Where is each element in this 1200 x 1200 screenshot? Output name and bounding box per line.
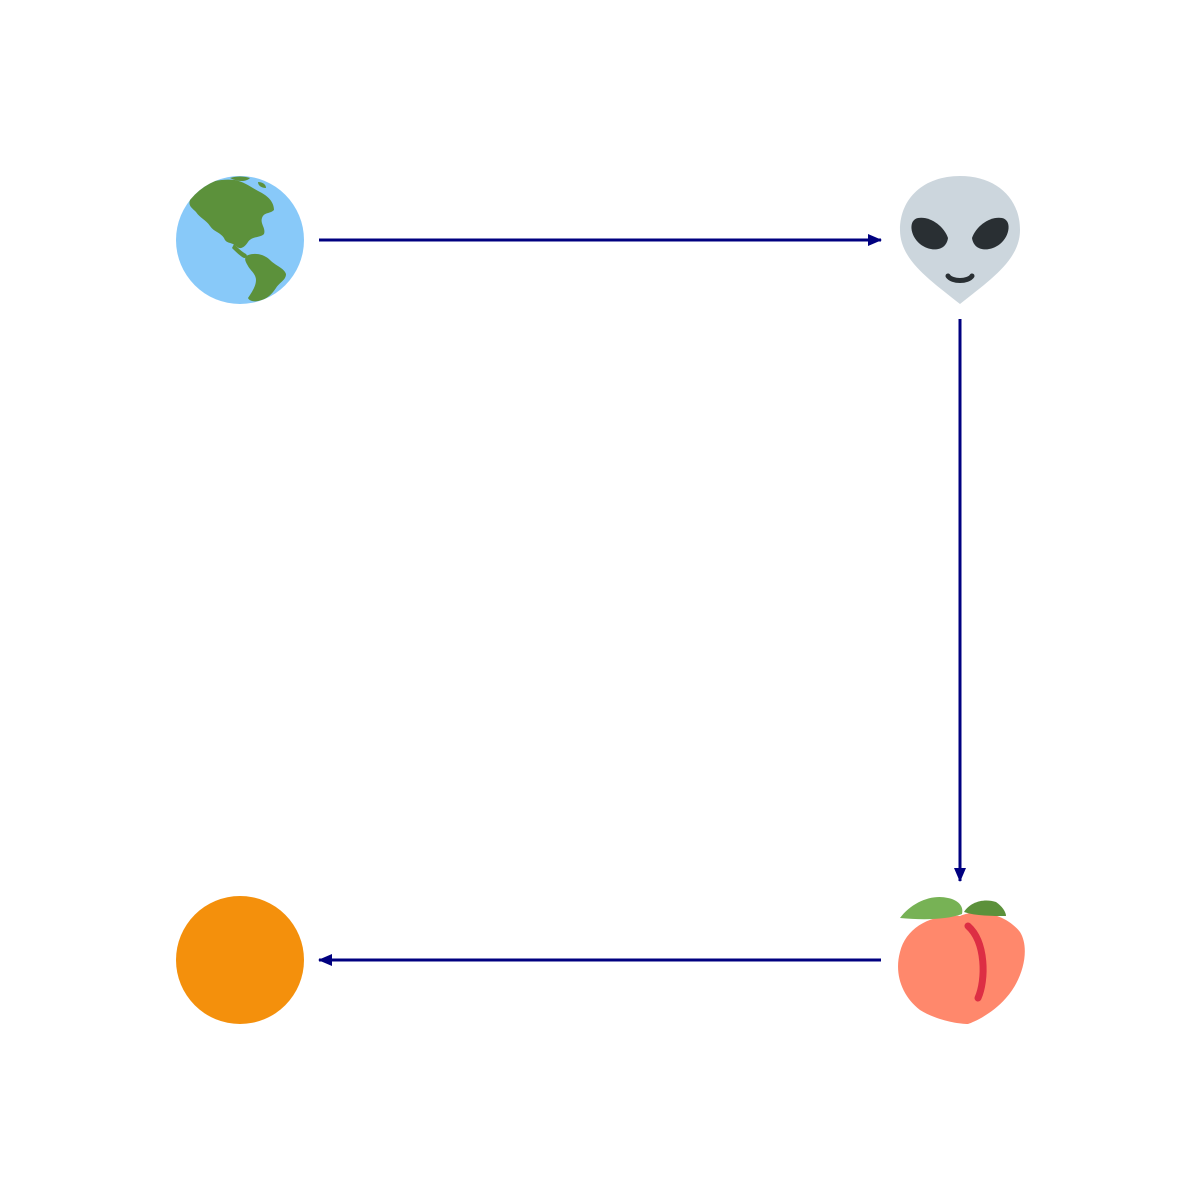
edges [318, 234, 966, 966]
peach-icon [898, 896, 1025, 1024]
orange-circle-icon [176, 896, 304, 1024]
alien-icon [900, 176, 1020, 304]
earth-americas-icon [176, 176, 304, 304]
